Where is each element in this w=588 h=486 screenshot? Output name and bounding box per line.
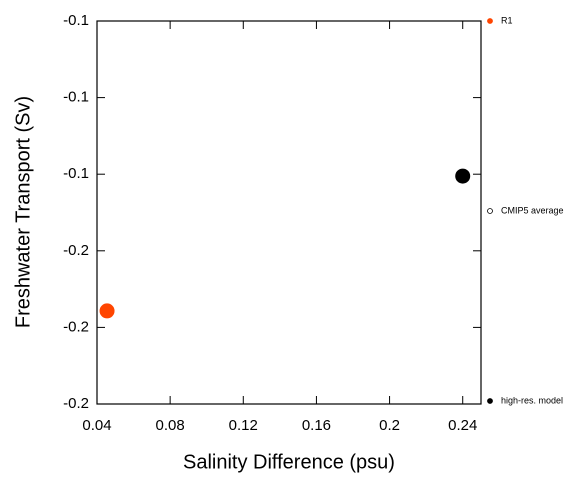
y-axis-title: Freshwater Transport (Sv) [12,96,34,328]
x-tick-label: 0.04 [82,417,111,434]
x-tick-label: 0.12 [229,417,258,434]
plot-frame [96,20,482,405]
x-axis-title: Salinity Difference (psu) [183,451,395,473]
y-tick-label: -0.2 [63,242,89,259]
x-tick-label: 0.16 [302,417,331,434]
legend-label: R1 [501,15,513,25]
legend-marker [487,18,493,24]
point [455,168,471,184]
x-tick-label: 0.24 [448,417,477,434]
point [99,303,115,319]
y-tick-label: -0.1 [63,165,89,182]
x-tick-label: 0.08 [156,417,185,434]
y-tick-label: -0.2 [63,395,89,412]
x-tick-label: 0.2 [379,417,400,434]
y-tick-label: -0.1 [63,89,89,106]
legend-marker [487,208,493,214]
legend-label: high-res. model [501,395,563,405]
legend-label: CMIP5 average [501,205,564,215]
legend-marker [487,398,493,404]
y-tick-label: -0.2 [63,318,89,335]
y-tick-label: -0.1 [63,12,89,29]
